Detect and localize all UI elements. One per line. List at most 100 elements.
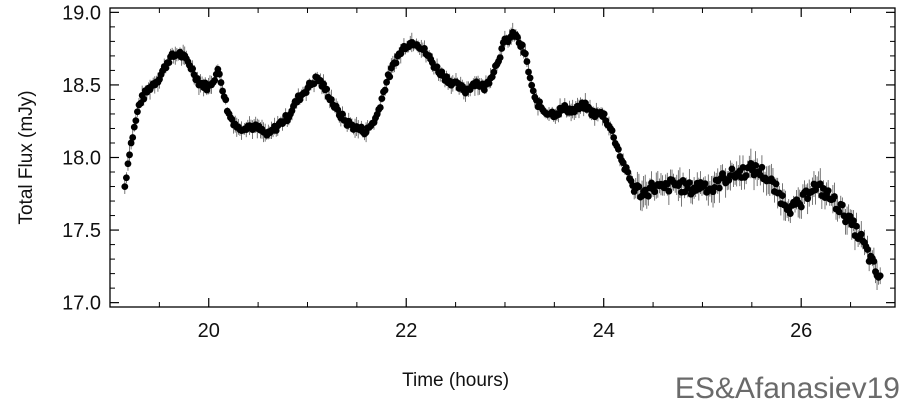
- data-point: [786, 210, 794, 218]
- data-point: [490, 68, 498, 76]
- data-point: [216, 70, 223, 78]
- data-point: [378, 95, 386, 103]
- data-point: [496, 54, 504, 61]
- data-point: [797, 203, 805, 211]
- data-point: [651, 188, 659, 196]
- data-point: [619, 159, 627, 167]
- y-tick-label: 18.0: [62, 148, 101, 170]
- data-point: [752, 161, 760, 169]
- data-point: [857, 230, 865, 238]
- data-point: [211, 76, 219, 84]
- x-tick-label: 22: [395, 320, 417, 342]
- data-point: [485, 79, 493, 87]
- data-point: [561, 101, 569, 109]
- data-point: [853, 222, 860, 230]
- x-axis-label: Time (hours): [402, 370, 509, 391]
- plot-frame: [109, 7, 896, 308]
- data-point: [433, 63, 441, 71]
- data-point: [376, 104, 384, 111]
- data-point: [864, 246, 871, 253]
- data-point: [121, 183, 129, 190]
- data-point: [217, 79, 225, 86]
- data-point: [876, 272, 884, 280]
- tick-labels: 20 22 24 26 17.0 17.5 18.0 18.5 19.0: [62, 2, 812, 342]
- data-point: [228, 115, 236, 123]
- data-point: [528, 81, 536, 89]
- x-tick-label: 26: [790, 320, 812, 342]
- data-point: [320, 80, 327, 88]
- data-point: [162, 64, 170, 72]
- data-point: [392, 59, 400, 67]
- data-point: [804, 195, 812, 203]
- data-point: [323, 85, 331, 93]
- data-point: [824, 187, 832, 195]
- data-point: [742, 172, 750, 179]
- data-point: [134, 108, 141, 116]
- y-tick-label: 17.5: [62, 220, 101, 242]
- data-point: [849, 217, 857, 225]
- y-tick-label: 18.5: [62, 75, 101, 97]
- data-point: [665, 187, 673, 195]
- credit-text: ES&Afanasiev19: [674, 372, 900, 405]
- x-tick-label: 20: [198, 320, 220, 342]
- data-point: [838, 201, 846, 209]
- data-point: [615, 145, 622, 153]
- data-point: [339, 110, 346, 118]
- y-tick-label: 17.0: [62, 293, 101, 315]
- data-point: [684, 185, 692, 192]
- data-point: [835, 208, 843, 216]
- data-point: [523, 58, 531, 65]
- data-point: [124, 160, 132, 168]
- data-point: [126, 151, 133, 159]
- data-point: [140, 95, 148, 103]
- data-point: [728, 165, 736, 173]
- data-point: [130, 123, 138, 131]
- data-point: [193, 75, 201, 82]
- data-point: [381, 86, 389, 94]
- data-point: [127, 139, 135, 147]
- data-point: [334, 106, 342, 114]
- data-points: [121, 28, 884, 281]
- y-axis-label: Total Flux (mJy): [16, 90, 37, 224]
- data-point: [758, 163, 766, 171]
- data-point: [421, 44, 428, 52]
- data-point: [772, 180, 780, 188]
- data-point: [600, 110, 608, 118]
- data-point: [685, 179, 693, 187]
- data-point: [536, 98, 543, 106]
- data-point: [357, 123, 365, 131]
- data-point: [132, 117, 140, 125]
- data-point: [870, 257, 878, 265]
- data-point: [327, 96, 335, 103]
- data-point: [521, 50, 529, 58]
- error-bars: [124, 22, 881, 290]
- data-point: [189, 65, 197, 73]
- data-point: [122, 174, 130, 182]
- data-point: [701, 180, 709, 188]
- data-point: [165, 59, 173, 67]
- data-point: [386, 73, 394, 81]
- data-point: [219, 87, 226, 95]
- data-point: [644, 192, 652, 200]
- data-point: [222, 96, 230, 104]
- data-point: [608, 127, 616, 134]
- data-point: [635, 183, 643, 191]
- data-point: [383, 78, 390, 86]
- data-point: [525, 68, 532, 76]
- data-point: [779, 192, 786, 200]
- data-point: [498, 45, 506, 52]
- data-point: [610, 134, 618, 141]
- data-point: [480, 86, 488, 94]
- data-point: [514, 33, 521, 41]
- data-point: [529, 87, 537, 95]
- data-point: [715, 184, 723, 192]
- data-point: [518, 41, 526, 49]
- data-point: [624, 168, 632, 176]
- data-point: [526, 74, 534, 82]
- axes: [109, 7, 896, 308]
- y-tick-label: 19.0: [62, 2, 101, 24]
- x-tick-label: 24: [593, 320, 615, 342]
- data-point: [129, 134, 137, 141]
- data-point: [831, 193, 838, 200]
